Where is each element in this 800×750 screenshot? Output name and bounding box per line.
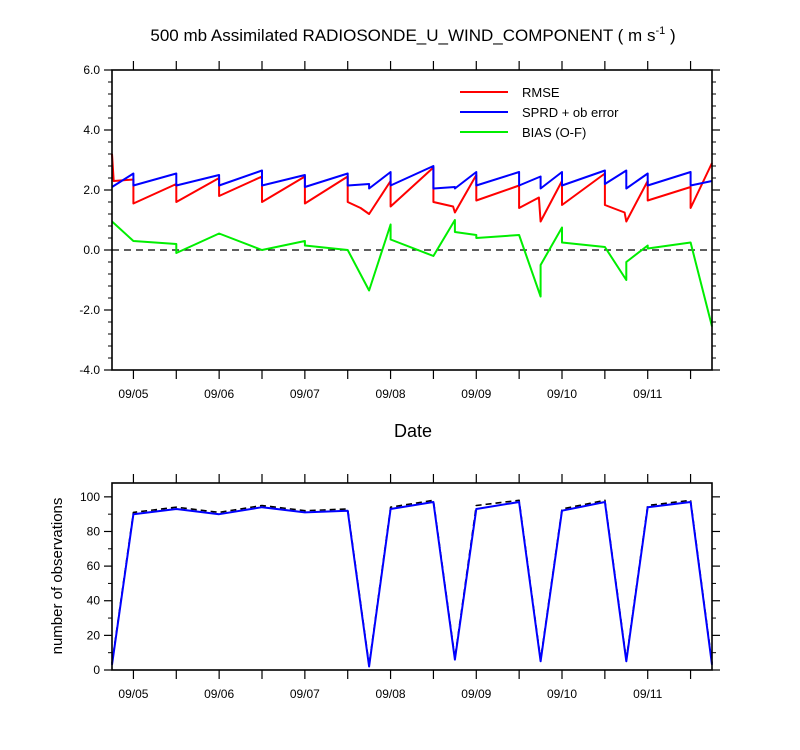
y-tick-label: 20	[87, 628, 101, 642]
series-line-sprd-ob-error	[111, 165, 713, 190]
legend-label: RMSE	[522, 85, 560, 100]
y-tick-label: -2.0	[79, 303, 100, 317]
y-tick-label: 4.0	[83, 123, 100, 137]
chart-title: 500 mb Assimilated RADIOSONDE_U_WIND_COM…	[150, 25, 675, 45]
x-tick-label: 09/08	[376, 687, 406, 701]
x-tick-label: 09/08	[376, 387, 406, 401]
plot-frame	[111, 482, 713, 671]
top-x-axis-label: Date	[394, 421, 432, 441]
x-tick-label: 09/10	[547, 387, 577, 401]
x-tick-label: 09/06	[204, 687, 234, 701]
y-tick-label: -4.0	[79, 363, 100, 377]
bottom-plot: 0 20 40 60 80 100 09/05 09/06 09/07 09/08 09/09 09/…	[80, 474, 720, 701]
top-plot: -4.0 -2.0 0.0 2.0 4.0 6.0 09/05 09/06 09/07 09/08…	[79, 61, 720, 401]
y-tick-label: 60	[87, 559, 101, 573]
series-line-assimilated-observations	[111, 501, 713, 668]
series-line-bias-o-f	[111, 219, 713, 327]
y-tick-label: 40	[87, 594, 101, 608]
y-tick-label: 0	[93, 663, 100, 677]
y-tick-label: 80	[87, 524, 101, 538]
x-tick-label: 09/07	[290, 387, 320, 401]
series-line-rmse	[111, 153, 713, 223]
series-line-possible-observations	[111, 499, 713, 666]
legend-label: BIAS (O-F)	[522, 125, 586, 140]
x-tick-label: 09/10	[547, 687, 577, 701]
y-tick-label: 6.0	[83, 63, 100, 77]
x-tick-label: 09/11	[633, 387, 662, 401]
x-tick-label: 09/05	[118, 387, 148, 401]
x-tick-label: 09/06	[204, 387, 234, 401]
y-tick-label: 0.0	[83, 243, 100, 257]
plot-frame	[111, 69, 713, 371]
bottom-y-axis-label: number of observations	[49, 498, 66, 655]
y-tick-label: 100	[80, 490, 100, 504]
x-tick-label: 09/09	[461, 387, 491, 401]
x-tick-label: 09/11	[633, 687, 662, 701]
x-tick-label: 09/05	[118, 687, 148, 701]
y-tick-label: 2.0	[83, 183, 100, 197]
x-tick-label: 09/09	[461, 687, 491, 701]
x-tick-label: 09/07	[290, 687, 320, 701]
legend-label: SPRD + ob error	[522, 105, 619, 120]
